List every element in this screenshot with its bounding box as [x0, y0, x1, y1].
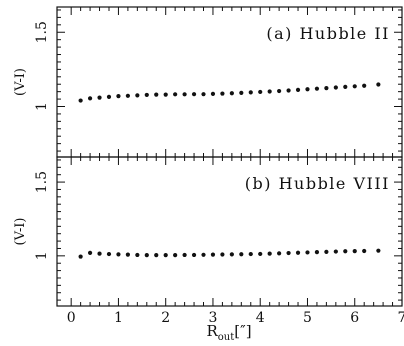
data-point — [343, 84, 348, 90]
data-point — [277, 251, 282, 256]
panel-label: (b) Hubble VIII — [245, 174, 390, 193]
data-point — [333, 249, 338, 254]
data-point — [258, 89, 263, 95]
data-point — [182, 92, 187, 97]
data-point — [173, 92, 178, 97]
data-point — [286, 88, 291, 93]
y-tick-label: 1 — [34, 251, 50, 260]
data-point — [314, 86, 320, 91]
plot-frame — [56, 156, 403, 307]
panel-a: 1 1.5 (V-I) (a) Hubble II — [13, 6, 403, 158]
data-point — [125, 93, 130, 98]
data-point — [248, 90, 253, 95]
data-point — [343, 249, 348, 254]
data-point — [201, 252, 206, 257]
x-tick-label: 6 — [350, 310, 359, 326]
data-point — [267, 89, 272, 94]
data-point — [210, 91, 216, 96]
x-axis-label: Rout[″] — [206, 322, 251, 343]
data-point — [277, 88, 282, 94]
panel-b: 1 1.5 (V-I) (b) Hubble VIII 0 1 2 3 4 5 6 7 — [13, 156, 404, 326]
data-point — [163, 253, 168, 258]
y-tick-label: 1.5 — [34, 21, 50, 43]
data-point — [87, 96, 93, 101]
data-point — [154, 253, 159, 258]
data-point — [258, 251, 263, 257]
data-point — [87, 250, 93, 255]
y-tick-label: 1 — [34, 102, 50, 111]
data-point — [314, 250, 320, 255]
y-axis-label: (V-I) — [13, 68, 28, 96]
data-point — [267, 251, 272, 256]
data-point — [324, 85, 329, 91]
data-point — [191, 252, 197, 258]
x-tick-label: 3 — [208, 310, 217, 326]
data-point — [106, 94, 112, 99]
data-point — [97, 95, 102, 100]
data-point — [125, 252, 130, 257]
data-point — [229, 252, 234, 257]
data-point — [376, 82, 381, 87]
data-point — [362, 248, 367, 254]
data-point — [352, 249, 357, 254]
data-point — [144, 92, 149, 98]
data-point — [135, 252, 140, 258]
data-point — [352, 84, 357, 89]
data-point — [106, 251, 112, 257]
data-point — [333, 85, 338, 90]
data-point — [163, 92, 168, 97]
y-tick-label: 1.5 — [34, 171, 50, 193]
x-axis-label-unit: [″] — [234, 322, 251, 340]
data-point — [286, 250, 291, 256]
x-tick-label: 0 — [67, 310, 76, 326]
x-tick-label: 1 — [114, 310, 123, 326]
data-point — [154, 92, 159, 97]
data-point — [182, 252, 187, 258]
data-point — [295, 87, 301, 92]
data-point — [144, 253, 149, 258]
data-point — [173, 253, 178, 258]
data-point — [78, 98, 83, 103]
y-axis-label: (V-I) — [13, 218, 28, 246]
data-point — [135, 93, 140, 98]
data-point — [248, 251, 253, 257]
x-tick-label: 4 — [256, 310, 265, 326]
data-point — [324, 249, 329, 254]
data-point — [295, 250, 301, 255]
data-point — [376, 248, 381, 253]
data-point — [201, 92, 206, 97]
data-point — [97, 251, 102, 256]
panel-label: (a) Hubble II — [266, 24, 390, 43]
data-point — [229, 91, 234, 96]
data-point — [239, 90, 244, 95]
x-tick-label: 7 — [398, 310, 404, 326]
x-axis-label-main: R — [206, 322, 218, 340]
data-point — [220, 91, 225, 96]
data-point — [116, 252, 121, 257]
data-point — [239, 252, 244, 257]
data-point — [362, 83, 367, 88]
data-point — [305, 250, 310, 255]
data-point — [191, 92, 197, 97]
data-point — [305, 87, 310, 92]
x-axis-label-subscript: out — [218, 332, 234, 343]
data-point — [220, 252, 225, 257]
x-tick-label: 2 — [161, 310, 170, 326]
data-point — [78, 254, 83, 259]
x-tick-label: 5 — [303, 310, 312, 326]
data-point — [116, 94, 121, 99]
data-point — [210, 252, 216, 257]
